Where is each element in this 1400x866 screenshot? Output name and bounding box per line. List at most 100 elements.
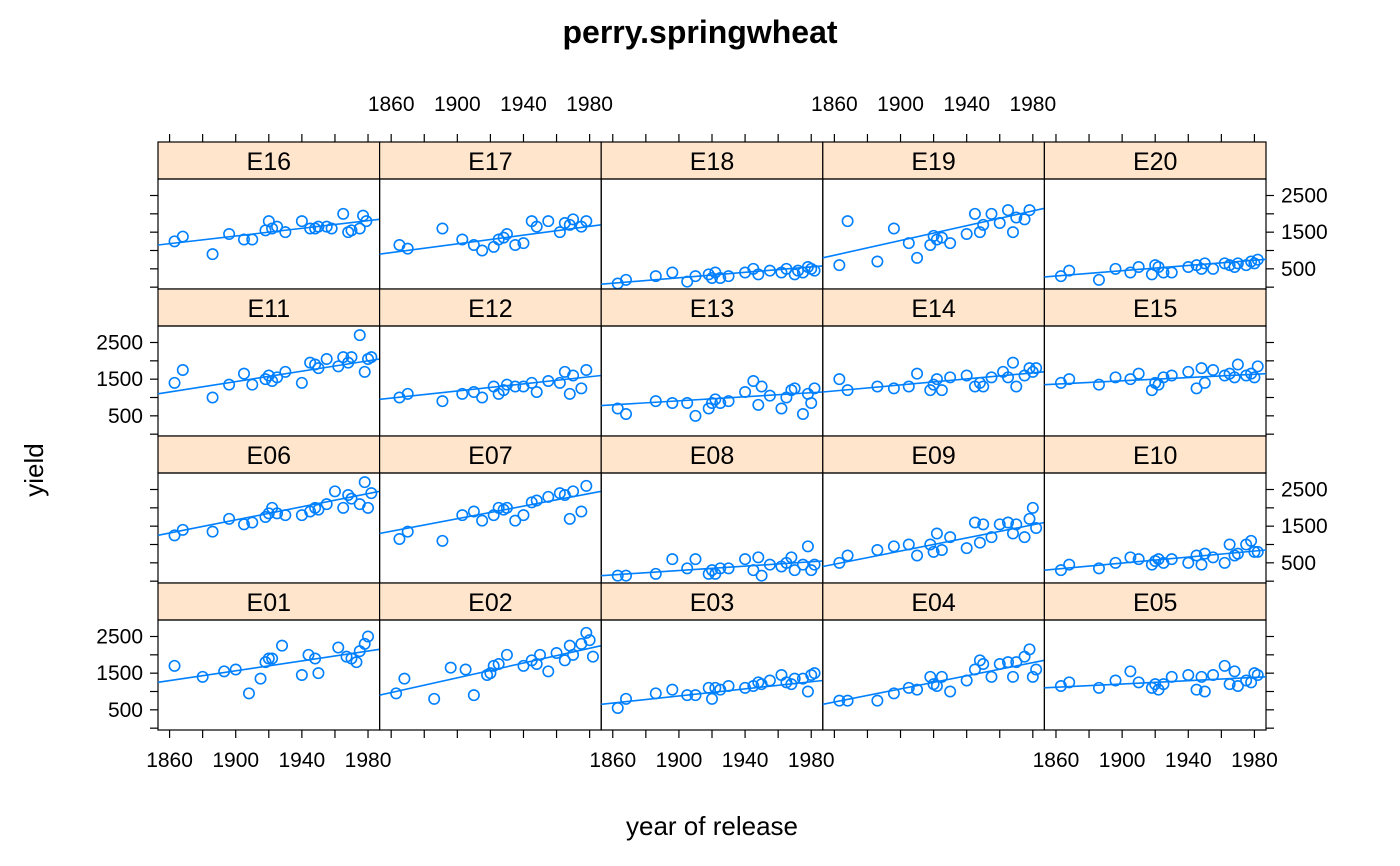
data-point: [1182, 365, 1195, 378]
data-point: [530, 494, 543, 507]
x-tick-label: 1980: [566, 93, 613, 116]
y-tick-label: 500: [108, 699, 143, 722]
data-point: [553, 226, 566, 239]
panel-e16: E16: [157, 141, 381, 290]
data-point: [279, 365, 292, 378]
data-point: [1195, 670, 1208, 683]
data-point: [702, 681, 715, 694]
strip-label: E03: [690, 589, 734, 617]
data-point: [841, 549, 854, 562]
data-point: [484, 667, 497, 680]
data-point: [279, 226, 292, 239]
data-point: [337, 501, 350, 514]
data-point: [237, 367, 250, 380]
x-axis-col-3: 1860 1900 1940 1980: [589, 134, 835, 772]
data-point: [1018, 213, 1031, 226]
panel-e05: E05: [1043, 582, 1267, 731]
data-point: [871, 694, 884, 707]
data-point: [1026, 365, 1039, 378]
data-point: [304, 222, 317, 235]
data-point: [649, 567, 662, 580]
data-point: [1109, 556, 1122, 569]
data-point: [973, 536, 986, 549]
y-axis-row-2: 500 1500 2500: [96, 332, 1274, 435]
data-point: [223, 228, 236, 241]
data-point: [575, 382, 588, 395]
panel-box: [600, 325, 824, 437]
data-point: [702, 268, 715, 281]
data-point: [747, 564, 760, 577]
data-point: [887, 382, 900, 395]
panel-box: [379, 619, 602, 731]
data-point: [788, 382, 801, 395]
x-tick-label: 1860: [589, 749, 636, 772]
data-point: [312, 220, 325, 233]
data-point: [1010, 211, 1023, 224]
y-tick-label: 1500: [96, 662, 143, 685]
data-point: [401, 525, 414, 538]
panel-e18: E18: [600, 141, 824, 290]
data-point: [350, 656, 363, 669]
x-tick-label: 1900: [656, 749, 703, 772]
panel-grid: E16 E17 E18 E19 E20 E11 E12 E13 E14 E15 E06 E07 E08 E…: [96, 93, 1327, 772]
strip-label: E18: [690, 148, 734, 176]
data-point: [1182, 260, 1195, 273]
data-point: [1010, 656, 1023, 669]
x-tick-label: 1900: [434, 93, 481, 116]
data-point: [714, 396, 727, 409]
data-point: [337, 207, 350, 220]
panel-e07: E07: [379, 435, 602, 584]
fit-line: [601, 391, 823, 407]
data-point: [1190, 549, 1203, 562]
data-point: [542, 374, 555, 387]
strip-e18: [600, 141, 824, 180]
data-point: [1228, 371, 1241, 384]
data-point: [944, 685, 957, 698]
y-tick-label: 500: [108, 405, 143, 428]
data-point: [312, 667, 325, 680]
x-tick-label: 1940: [279, 749, 326, 772]
data-point: [1198, 257, 1211, 270]
data-point: [705, 396, 718, 409]
data-point: [229, 663, 242, 676]
data-point: [492, 657, 505, 670]
data-point: [428, 692, 441, 705]
data-point: [611, 569, 624, 582]
data-point: [968, 663, 981, 676]
strip-label: E17: [468, 148, 512, 176]
strip-label: E11: [247, 295, 290, 323]
data-point: [325, 222, 338, 235]
data-point: [808, 382, 821, 395]
data-point: [580, 215, 593, 228]
panel-e17: E17: [379, 141, 602, 290]
data-point: [1207, 551, 1220, 564]
strip-label: E10: [1133, 442, 1177, 470]
data-point: [530, 220, 543, 233]
panel-box: [1043, 619, 1267, 731]
strip-e17: [379, 141, 602, 180]
data-point: [271, 371, 284, 384]
data-point: [1002, 656, 1015, 669]
strip-label: E15: [1133, 295, 1177, 323]
data-point: [681, 689, 694, 702]
data-point: [722, 395, 735, 408]
data-point: [467, 689, 480, 702]
data-point: [985, 670, 998, 683]
data-point: [1228, 665, 1241, 678]
data-point: [534, 648, 547, 661]
data-point: [871, 543, 884, 556]
data-point: [312, 362, 325, 375]
data-point: [1026, 501, 1039, 514]
data-point: [530, 385, 543, 398]
data-point: [1248, 545, 1261, 558]
data-point: [871, 380, 884, 393]
data-point: [1023, 512, 1036, 525]
strip-e14: [822, 288, 1045, 327]
data-point: [1124, 373, 1137, 386]
data-point: [930, 527, 943, 540]
x-axis-label: year of release: [626, 811, 798, 841]
data-point: [401, 242, 414, 255]
strip-label: E01: [247, 589, 291, 617]
data-point: [1218, 659, 1231, 672]
data-point: [985, 207, 998, 220]
